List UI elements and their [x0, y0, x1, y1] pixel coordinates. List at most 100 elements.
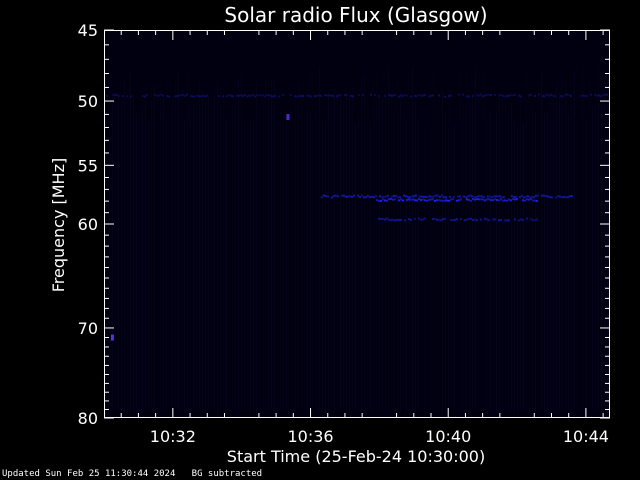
noise-column: [313, 120, 314, 412]
emission-pixel: [380, 196, 383, 198]
noise-column: [427, 65, 428, 413]
emission-pixel: [326, 94, 328, 97]
emission-pixel: [362, 94, 364, 97]
noise-column: [364, 73, 365, 413]
emission-pixel: [548, 94, 550, 97]
emission-pixel: [262, 94, 264, 97]
noise-column: [445, 111, 446, 412]
emission-pixel: [306, 94, 308, 97]
emission-pixel: [497, 219, 500, 222]
noise-column: [577, 120, 578, 412]
emission-pixel: [144, 95, 146, 98]
noise-column: [565, 78, 566, 412]
emission-pixel: [531, 199, 534, 202]
emission-pixel: [180, 93, 182, 96]
emission-pixel: [390, 94, 392, 97]
noise-column: [559, 91, 560, 412]
emission-pixel: [350, 195, 353, 198]
noise-column: [130, 68, 131, 412]
emission-pixel: [316, 94, 318, 97]
noise-column: [592, 106, 593, 413]
emission-pixel: [438, 195, 441, 198]
background-noise: [106, 65, 608, 413]
noise-column: [154, 84, 155, 413]
emission-pixel: [377, 217, 380, 220]
emission-pixel: [268, 94, 270, 96]
emission-pixel: [564, 93, 566, 96]
noise-column: [517, 124, 518, 413]
emission-pixel: [521, 218, 524, 221]
emission-pixel: [168, 95, 170, 98]
emission-pixel: [330, 94, 332, 97]
emission-pixel: [126, 95, 128, 98]
emission-pixel: [504, 95, 506, 98]
noise-column: [340, 98, 341, 412]
noise-column: [190, 82, 191, 413]
emission-pixel: [364, 196, 367, 199]
emission-pixel: [256, 94, 258, 97]
emission-pixel: [523, 199, 526, 202]
emission-pixel: [340, 94, 342, 97]
noise-column: [526, 69, 527, 413]
noise-column: [544, 113, 545, 412]
emission-pixel: [475, 219, 478, 222]
noise-column: [607, 107, 608, 413]
emission-pixel: [482, 95, 484, 98]
noise-column: [118, 97, 119, 412]
emission-pixel: [421, 218, 424, 221]
emission-pixel: [374, 94, 376, 97]
emission-pixel: [538, 93, 540, 96]
emission-pixel: [531, 219, 534, 222]
emission-pixel: [488, 93, 490, 96]
noise-column: [106, 120, 107, 412]
emission-pixel: [372, 196, 375, 199]
emission-pixel: [383, 218, 386, 221]
emission-pixel: [510, 94, 512, 97]
noise-column: [412, 66, 413, 412]
emission-pixel: [433, 217, 436, 220]
noise-column: [583, 66, 584, 412]
emission-pixel: [408, 196, 411, 199]
noise-column: [235, 69, 236, 413]
noise-column: [355, 124, 356, 412]
emission-pixel: [485, 198, 488, 201]
noise-column: [430, 121, 431, 412]
emission-pixel: [346, 195, 349, 198]
emission-pixel: [422, 94, 424, 97]
emission-pixel: [356, 194, 359, 197]
emission-pixel: [503, 199, 506, 202]
emission-pixel: [436, 194, 439, 197]
emission-pixel: [370, 93, 372, 96]
emission-pixel: [384, 195, 387, 198]
emission-pixel: [401, 199, 404, 202]
emission-pixel: [542, 194, 545, 197]
noise-column: [193, 90, 194, 413]
chart-title: Solar radio Flux (Glasgow): [224, 3, 487, 27]
emission-pixel: [314, 95, 316, 98]
noise-column: [550, 91, 551, 412]
emission-pixel: [499, 198, 502, 201]
noise-column: [472, 93, 473, 413]
noise-column: [256, 81, 257, 412]
emission-pixel: [552, 94, 554, 97]
noise-column: [382, 95, 383, 412]
emission-pixel: [467, 217, 470, 220]
emission-pixel: [396, 196, 399, 199]
emission-pixel: [495, 199, 498, 201]
emission-pixel: [432, 195, 435, 198]
emission-pixel: [194, 95, 196, 98]
emission-pixel: [360, 194, 363, 197]
emission-pixel: [332, 195, 335, 197]
y-tick-label: 50: [78, 92, 98, 111]
emission-pixel: [483, 217, 486, 220]
emission-pixel: [458, 93, 460, 96]
emission-pixel: [490, 196, 493, 199]
emission-pixel: [426, 196, 429, 199]
noise-column: [508, 108, 509, 413]
emission-pixel: [318, 94, 320, 97]
emission-pixel: [529, 218, 532, 221]
emission-pixel: [459, 218, 462, 221]
noise-column: [460, 72, 461, 413]
noise-column: [463, 101, 464, 412]
